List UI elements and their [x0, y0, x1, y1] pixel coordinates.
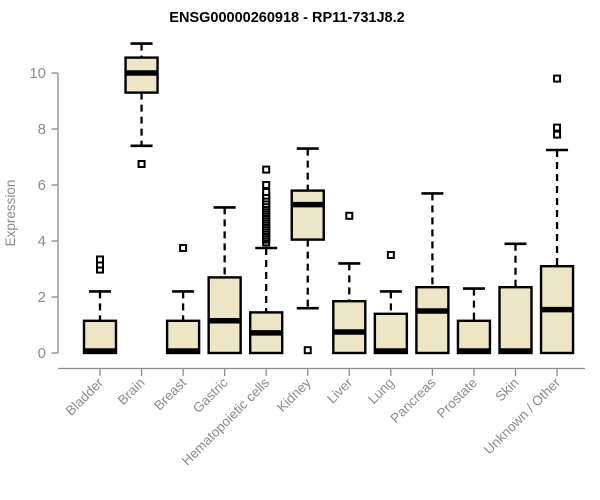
box-rect — [165, 319, 201, 355]
boxplot-hematopoietic-cells — [248, 165, 284, 355]
outlier-marker — [137, 160, 146, 168]
boxplot-unknown-other — [539, 74, 575, 355]
outlier-marker — [345, 211, 354, 220]
x-tick-label-prostate: Prostate — [434, 375, 480, 421]
outlier-marker — [553, 130, 562, 139]
outlier-marker — [179, 244, 188, 252]
x-tick-label-pancreas: Pancreas — [388, 375, 439, 426]
outlier-marker — [303, 346, 312, 355]
boxplot-bladder — [82, 255, 118, 355]
boxplot-skin — [498, 242, 533, 355]
boxplot-prostate — [456, 287, 492, 355]
x-tick-label-bladder: Bladder — [63, 375, 107, 419]
x-tick-label-skin: Skin — [492, 375, 521, 404]
x-tick-label-breast: Breast — [151, 375, 189, 413]
box-rect — [207, 276, 242, 355]
boxplot-pancreas — [415, 192, 450, 355]
x-tick-label-brain: Brain — [115, 375, 148, 408]
outlier-marker — [386, 251, 395, 259]
y-tick-label: 8 — [38, 121, 46, 138]
outlier-marker — [262, 181, 271, 189]
box-rect — [373, 312, 409, 355]
x-tick-label-lung: Lung — [365, 375, 397, 407]
y-tick-label: 2 — [38, 289, 46, 306]
box-rect — [332, 300, 367, 355]
outlier-marker — [553, 74, 562, 83]
boxplot-kidney — [290, 147, 325, 355]
box-rect — [498, 286, 533, 355]
y-tick-label: 4 — [38, 233, 46, 250]
boxplot-brain — [124, 42, 159, 168]
y-tick-label: 0 — [38, 345, 46, 362]
x-tick-label-liver: Liver — [324, 375, 356, 407]
boxes-layer — [82, 42, 575, 355]
boxplot-lung — [373, 251, 409, 355]
box-rect — [415, 286, 450, 355]
x-tick-label-gastric: Gastric — [190, 375, 231, 416]
boxplot-gastric — [207, 206, 242, 355]
outlier-marker — [96, 255, 104, 264]
box-rect — [456, 319, 492, 355]
y-tick-label: 10 — [29, 65, 46, 82]
x-tick-label-kidney: Kidney — [274, 375, 314, 415]
y-axis-title: Expression — [3, 180, 18, 247]
box-rect — [290, 189, 325, 241]
outlier-marker — [553, 123, 562, 132]
outlier-marker — [262, 165, 271, 174]
y-tick-label: 6 — [38, 177, 46, 194]
x-tick-label-unknown-other: Unknown / Other — [481, 375, 564, 458]
boxplot-breast — [165, 244, 201, 355]
chart-title: ENSG00000260918 - RP11-731J8.2 — [169, 10, 404, 26]
boxplot-liver — [332, 211, 367, 355]
outlier-marker — [262, 188, 271, 196]
box-rect — [82, 319, 118, 355]
